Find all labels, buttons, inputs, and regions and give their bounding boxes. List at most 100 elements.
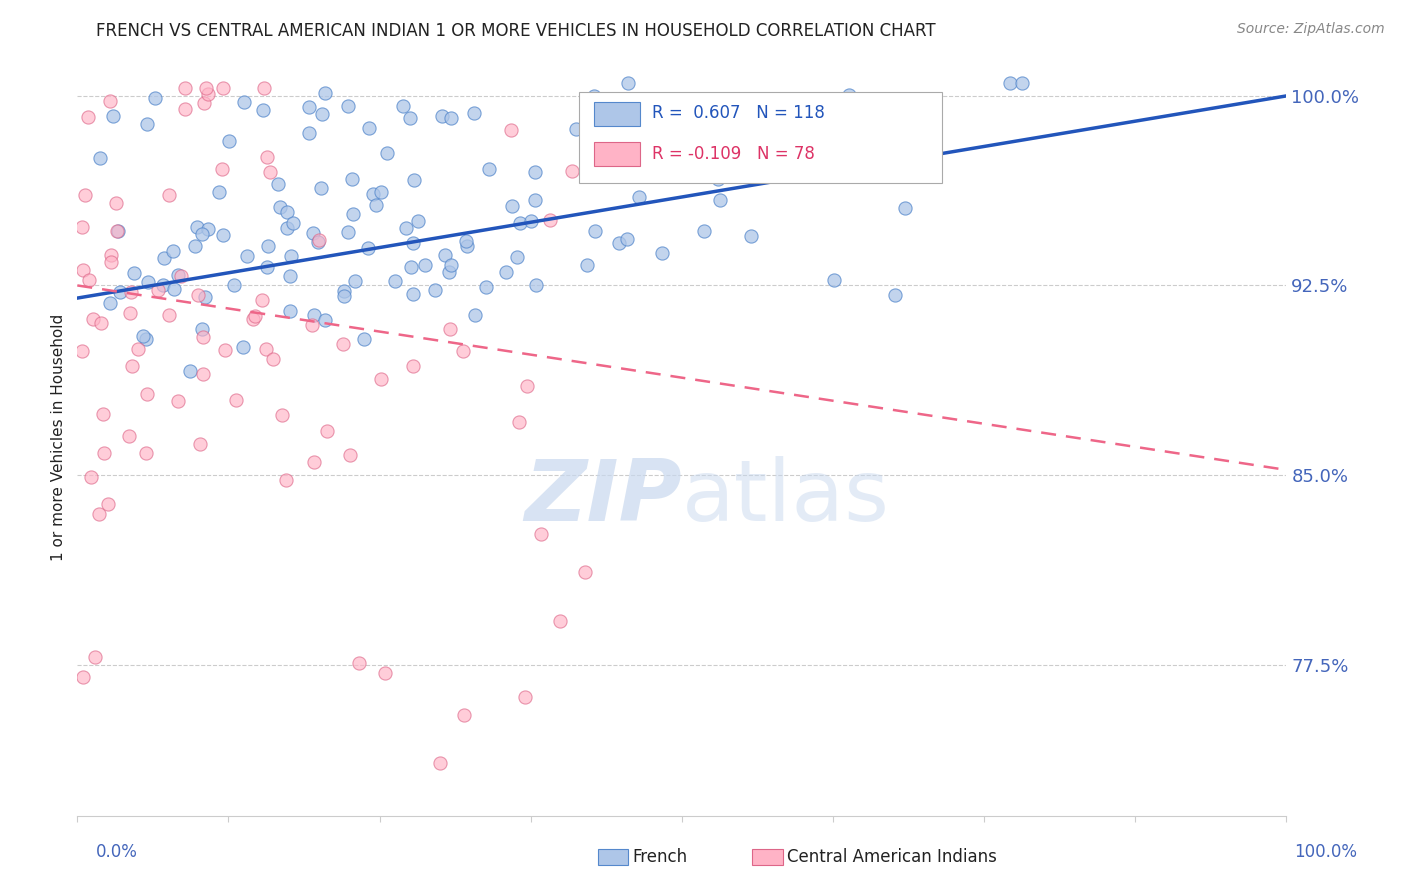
Point	[610, 161, 633, 175]
Point	[276, 221, 298, 235]
Point	[401, 287, 423, 301]
Point	[222, 278, 245, 293]
Point	[395, 221, 418, 235]
Point	[187, 287, 209, 301]
Point	[212, 228, 235, 243]
Point	[1000, 76, 1022, 90]
Point	[561, 164, 583, 178]
Point	[252, 103, 274, 118]
Point	[214, 343, 236, 358]
Point	[191, 367, 214, 381]
Point	[174, 81, 197, 95]
Point	[339, 448, 361, 462]
Point	[236, 249, 259, 263]
Point	[298, 126, 321, 140]
Point	[70, 343, 93, 358]
Point	[506, 250, 529, 264]
Point	[174, 102, 197, 116]
Point	[583, 89, 606, 103]
Point	[583, 224, 606, 238]
Point	[211, 162, 233, 177]
Point	[87, 507, 110, 521]
Point	[548, 614, 571, 628]
Point	[193, 96, 215, 111]
Point	[456, 238, 478, 252]
Text: French: French	[633, 848, 688, 866]
Point	[384, 274, 406, 288]
Point	[434, 248, 457, 262]
Point	[308, 233, 330, 247]
Point	[135, 117, 157, 131]
Point	[759, 144, 782, 158]
Point	[866, 147, 889, 161]
Point	[271, 408, 294, 422]
Point	[314, 86, 336, 100]
Point	[516, 379, 538, 393]
Point	[429, 756, 451, 770]
Point	[337, 98, 360, 112]
Text: 0.0%: 0.0%	[96, 843, 138, 861]
Point	[98, 95, 121, 109]
Point	[250, 293, 273, 307]
Point	[709, 193, 731, 207]
Point	[399, 260, 422, 274]
Point	[402, 236, 425, 251]
Point	[333, 284, 356, 298]
Point	[191, 227, 214, 241]
Point	[406, 214, 429, 228]
Point	[280, 249, 302, 263]
Point	[307, 235, 329, 250]
Point	[707, 172, 730, 186]
Point	[440, 111, 463, 125]
Point	[474, 279, 496, 293]
Text: ZIP: ZIP	[524, 456, 682, 540]
Point	[120, 285, 142, 299]
Point	[127, 342, 149, 356]
Point	[166, 268, 188, 282]
Point	[162, 244, 184, 258]
Point	[135, 386, 157, 401]
Point	[423, 283, 446, 297]
Point	[72, 670, 94, 684]
Point	[508, 415, 530, 429]
FancyBboxPatch shape	[579, 92, 942, 183]
Point	[256, 150, 278, 164]
Point	[823, 273, 845, 287]
Point	[364, 197, 387, 211]
Point	[233, 95, 256, 109]
Point	[152, 278, 174, 293]
Point	[370, 372, 392, 386]
Point	[404, 173, 426, 187]
Point	[118, 306, 141, 320]
Point	[301, 226, 323, 240]
Point	[499, 123, 522, 137]
Point	[82, 312, 104, 326]
Point	[218, 134, 240, 148]
Point	[627, 190, 650, 204]
Point	[97, 497, 120, 511]
Point	[401, 359, 423, 373]
FancyBboxPatch shape	[593, 142, 640, 167]
Point	[136, 275, 159, 289]
Point	[347, 657, 370, 671]
Text: atlas: atlas	[682, 456, 890, 540]
Point	[513, 690, 536, 705]
Point	[90, 316, 112, 330]
Point	[93, 446, 115, 460]
Point	[609, 235, 631, 250]
Point	[245, 309, 267, 323]
Point	[153, 251, 176, 265]
Point	[520, 214, 543, 228]
Point	[132, 328, 155, 343]
Point	[538, 212, 561, 227]
Point	[262, 351, 284, 366]
Point	[454, 235, 477, 249]
Point	[314, 313, 336, 327]
Point	[884, 288, 907, 302]
Point	[342, 207, 364, 221]
Point	[617, 76, 640, 90]
Point	[254, 342, 277, 356]
Point	[437, 265, 460, 279]
Point	[451, 344, 474, 359]
Point	[276, 204, 298, 219]
